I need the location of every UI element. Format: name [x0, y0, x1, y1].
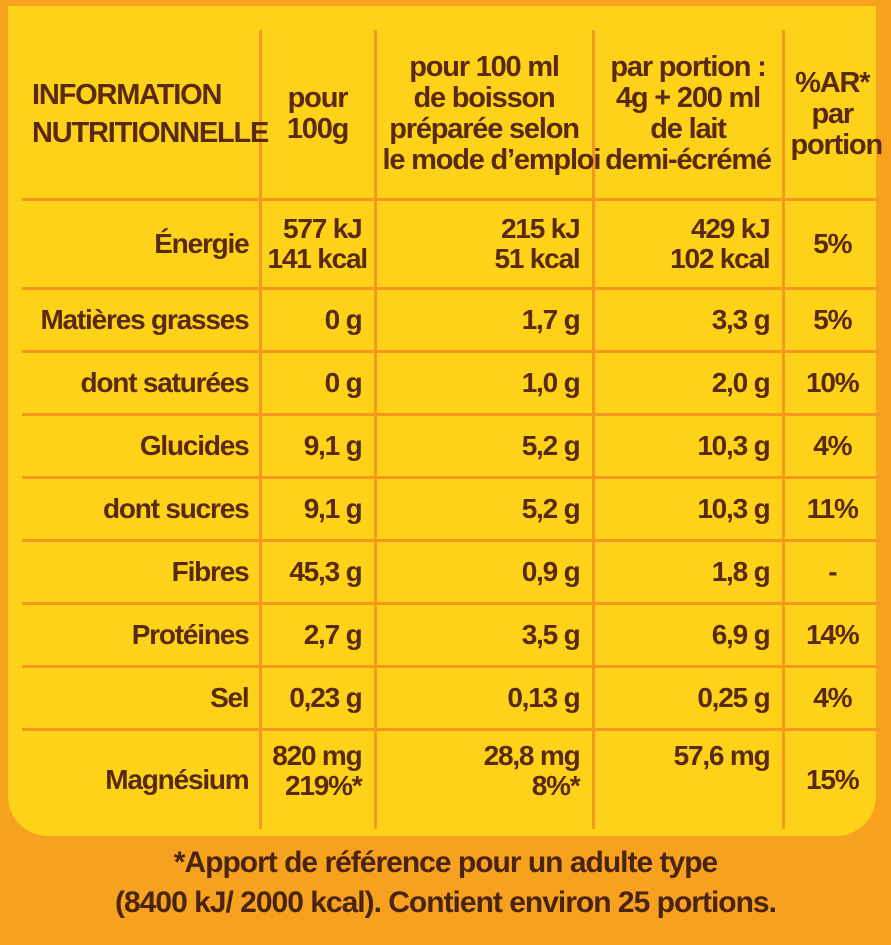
- value-ar: 4%: [783, 666, 880, 731]
- value-per-100ml: 5,2 g: [375, 414, 595, 479]
- row-name: Glucides: [22, 414, 262, 479]
- value-per-portion: 10,3 g: [593, 414, 785, 479]
- value-per-100g: 0,23 g: [260, 666, 377, 731]
- nutrition-table-panel: INFORMATION NUTRITIONNELLE pour 100g pou…: [8, 6, 883, 836]
- value-per-100ml: 28,8 mg 8%*: [375, 729, 595, 829]
- table-row-magnesium: Magnésium 820 mg 219%* 28,8 mg 8%* 57,6 …: [22, 729, 880, 829]
- row-name: dont saturées: [22, 351, 262, 416]
- value-per-100g: 0 g: [260, 351, 377, 416]
- value-per-100ml: 3,5 g: [375, 603, 595, 668]
- value-per-portion: 2,0 g: [593, 351, 785, 416]
- table-row-glucides: Glucides 9,1 g 5,2 g 10,3 g 4%: [22, 414, 880, 479]
- value-per-100ml: 215 kJ 51 kcal: [375, 199, 595, 290]
- value-per-portion: 0,25 g: [593, 666, 785, 731]
- value-per-100g: 45,3 g: [260, 540, 377, 605]
- value-ar: 4%: [783, 414, 880, 479]
- value-ar: 5%: [783, 288, 880, 353]
- value-per-100g: 0 g: [260, 288, 377, 353]
- value-per-100ml: 1,7 g: [375, 288, 595, 353]
- value-per-100g: 9,1 g: [260, 477, 377, 542]
- table-row-dont-sucres: dont sucres 9,1 g 5,2 g 10,3 g 11%: [22, 477, 880, 542]
- value-per-portion: 429 kJ 102 kcal: [593, 199, 785, 290]
- reference-intake-footnote: *Apport de référence pour un adulte type…: [115, 846, 777, 919]
- row-name: Magnésium: [22, 729, 262, 829]
- header-information-nutritionnelle: INFORMATION NUTRITIONNELLE: [22, 30, 269, 201]
- row-name: Sel: [22, 666, 262, 731]
- value-ar: 5%: [783, 199, 880, 290]
- row-name: Fibres: [22, 540, 262, 605]
- row-name: dont sucres: [22, 477, 262, 542]
- value-ar: 15%: [806, 764, 860, 795]
- value-per-100g: 577 kJ 141 kcal: [260, 199, 377, 290]
- value-ar: 14%: [783, 603, 880, 668]
- header-ar-per-portion: %AR* par portion: [783, 30, 883, 201]
- value-per-100ml: 1,0 g: [375, 351, 595, 416]
- row-name: Protéines: [22, 603, 262, 668]
- table-row-dont-saturees: dont saturées 0 g 1,0 g 2,0 g 10%: [22, 351, 880, 416]
- value-per-100ml: 0,13 g: [375, 666, 595, 731]
- table-row-fibres: Fibres 45,3 g 0,9 g 1,8 g -: [22, 540, 880, 605]
- value-per-portion: 3,3 g: [593, 288, 785, 353]
- value-ar: 10%: [783, 351, 880, 416]
- table-row-sel: Sel 0,23 g 0,13 g 0,25 g 4%: [22, 666, 880, 731]
- table-row-energie: Énergie 577 kJ 141 kcal 215 kJ 51 kcal 4…: [22, 199, 880, 290]
- value-per-portion: 6,9 g: [593, 603, 785, 668]
- row-name: Matières grasses: [22, 288, 262, 353]
- header-per-portion: par portion : 4g + 200 ml de lait demi-é…: [593, 30, 785, 201]
- value-per-100ml: 0,9 g: [375, 540, 595, 605]
- value-per-100ml: 5,2 g: [375, 477, 595, 542]
- value-ar: -: [783, 540, 880, 605]
- value-per-portion: 57,6 mg: [593, 729, 785, 829]
- header-per-100ml: pour 100 ml de boisson préparée selon le…: [375, 30, 601, 201]
- value-per-100g: 9,1 g: [260, 414, 377, 479]
- value-per-portion: 10,3 g: [593, 477, 785, 542]
- row-name: Énergie: [22, 199, 262, 290]
- table-header-row: INFORMATION NUTRITIONNELLE pour 100g pou…: [22, 30, 883, 201]
- table-row-matieres-grasses: Matières grasses 0 g 1,7 g 3,3 g 5%: [22, 288, 880, 353]
- value-ar: 11%: [783, 477, 880, 542]
- header-per-100g: pour 100g: [260, 30, 377, 201]
- value-per-100g: 820 mg 219%*: [260, 729, 377, 829]
- table-row-proteines: Protéines 2,7 g 3,5 g 6,9 g 14%: [22, 603, 880, 668]
- value-per-portion: 1,8 g: [593, 540, 785, 605]
- value-per-100g: 2,7 g: [260, 603, 377, 668]
- nutrition-table: INFORMATION NUTRITIONNELLE pour 100g pou…: [22, 30, 883, 829]
